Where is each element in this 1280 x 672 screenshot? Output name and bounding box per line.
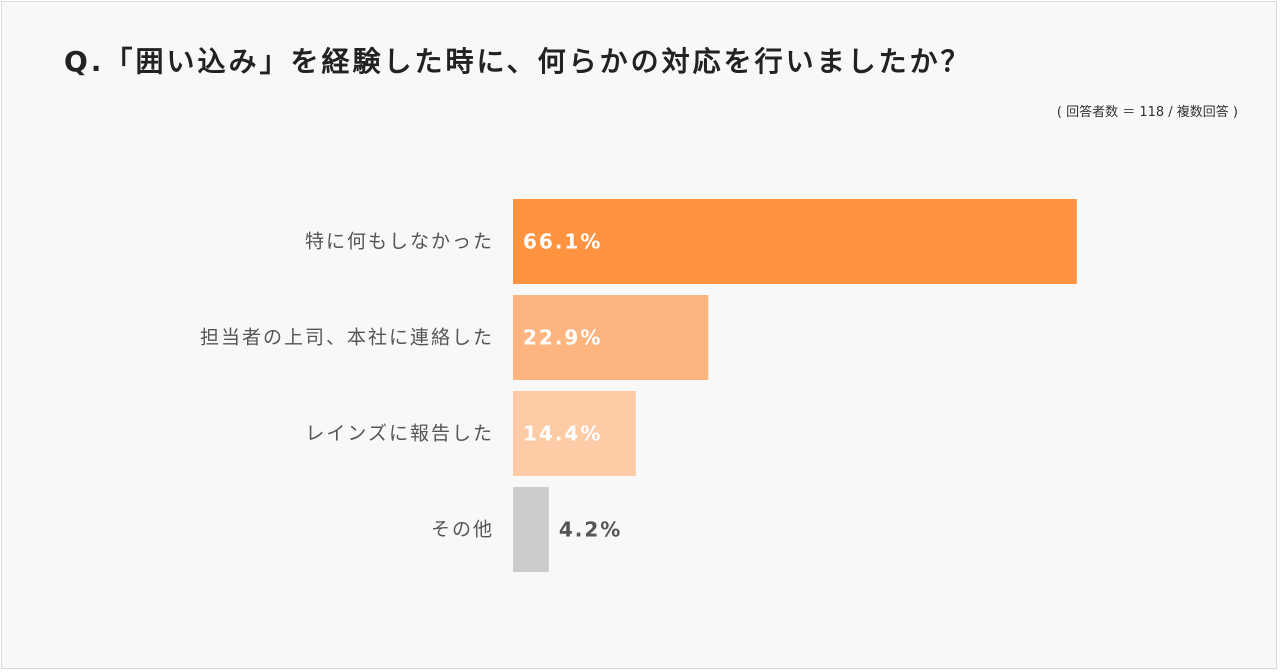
respondent-note: ( 回答者数 ＝ 118 / 複数回答 ) xyxy=(1056,105,1238,120)
category-label-2: 担当者の上司、本社に連絡した xyxy=(200,327,494,349)
category-label-4: その他 xyxy=(431,519,494,541)
value-label-4: 4.2% xyxy=(559,518,622,542)
chart-title: Q.「囲い込み」を経験した時に、何らかの対応を行いましたか？ xyxy=(64,45,972,78)
category-label-1: 特に何もしなかった xyxy=(305,231,494,253)
value-label-3: 14.4% xyxy=(523,422,602,446)
bar-4 xyxy=(513,487,549,572)
value-label-2: 22.9% xyxy=(523,326,602,350)
bar-3 xyxy=(513,391,636,476)
value-label-1: 66.1% xyxy=(523,230,602,254)
bar-1 xyxy=(513,199,1077,284)
category-label-3: レインズに報告した xyxy=(305,423,494,445)
bar-2 xyxy=(513,295,709,380)
